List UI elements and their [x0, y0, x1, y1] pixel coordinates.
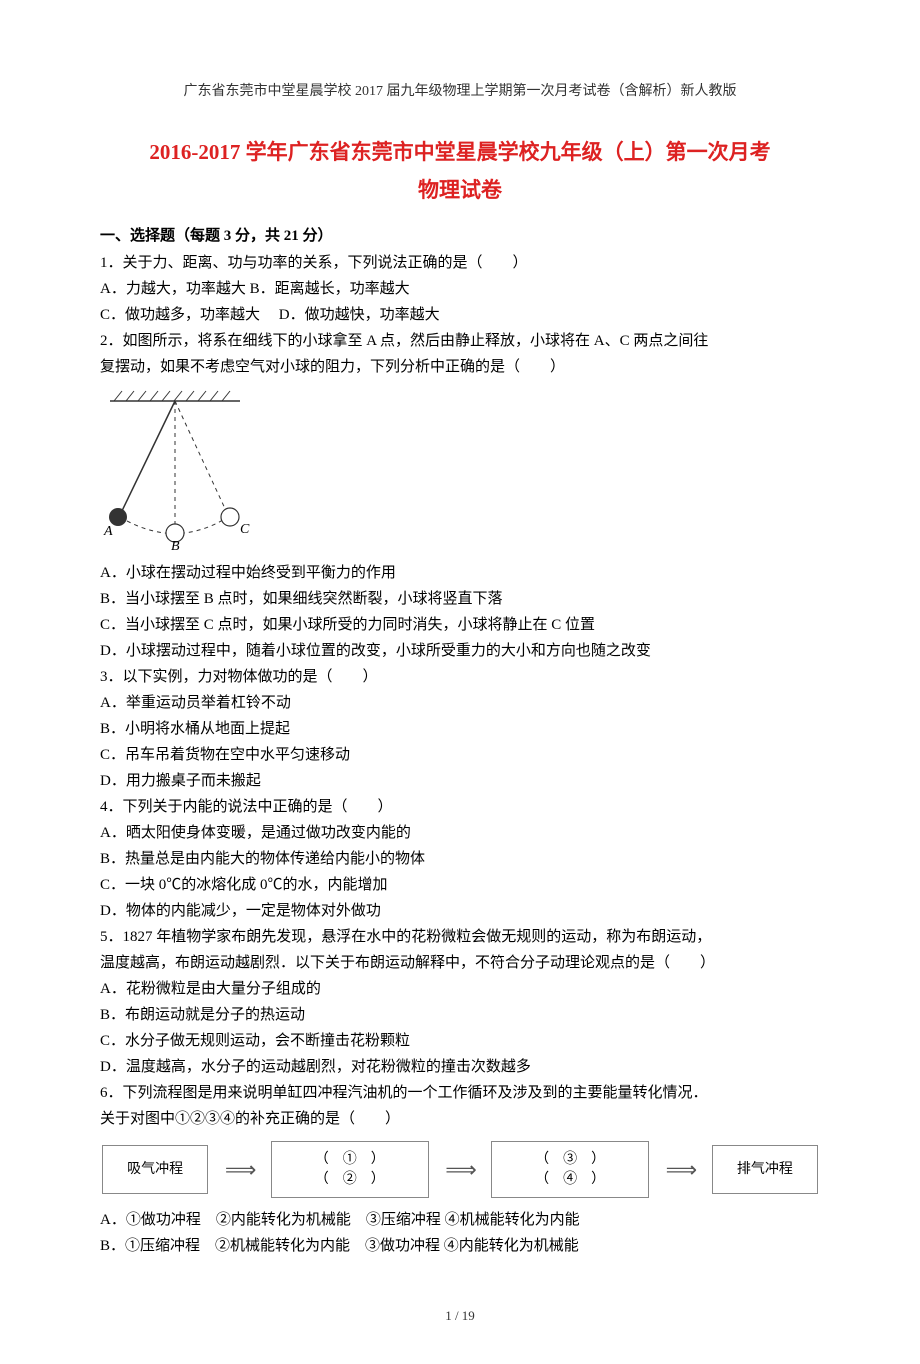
q5-c: C．水分子做无规则运动，会不断撞击花粉颗粒: [100, 1029, 820, 1053]
q5-a: A．花粉微粒是由大量分子组成的: [100, 977, 820, 1001]
q6-stem-2: 关于对图中①②③④的补充正确的是（ ）: [100, 1107, 820, 1131]
q4-a: A．晒太阳使身体变暖，是通过做功改变内能的: [100, 821, 820, 845]
q3-a: A．举重运动员举着杠铃不动: [100, 691, 820, 715]
q5-d: D．温度越高，水分子的运动越剧烈，对花粉微粒的撞击次数越多: [100, 1055, 820, 1079]
q6-stem-1: 6．下列流程图是用来说明单缸四冲程汽油机的一个工作循环及涉及到的主要能量转化情况…: [100, 1081, 820, 1105]
page-header: 广东省东莞市中堂星晨学校 2017 届九年级物理上学期第一次月考试卷（含解析）新…: [100, 80, 820, 100]
q5-b: B．布朗运动就是分子的热运动: [100, 1003, 820, 1027]
flow-box-3b: （ ④ ）: [496, 1170, 644, 1190]
q2-a: A．小球在摆动过程中始终受到平衡力的作用: [100, 561, 820, 585]
q5-stem-2: 温度越高，布朗运动越剧烈．以下关于布朗运动解释中，不符合分子动理论观点的是（ ）: [100, 951, 820, 975]
page-number: 1 / 19: [100, 1308, 820, 1324]
arrow-icon: ⟹: [445, 1157, 475, 1182]
flow-diagram: 吸气冲程 ⟹ （ ① ） （ ② ） ⟹ （ ③ ） （ ④ ） ⟹ 排气冲程: [100, 1139, 820, 1200]
label-c: C: [240, 522, 250, 537]
q2-d: D．小球摆动过程中，随着小球位置的改变，小球所受重力的大小和方向也随之改变: [100, 639, 820, 663]
flow-box-2: （ ① ） （ ② ）: [271, 1141, 429, 1198]
q4-d: D．物体的内能减少，一定是物体对外做功: [100, 899, 820, 923]
q3-b: B．小明将水桶从地面上提起: [100, 717, 820, 741]
q3-stem: 3．以下实例，力对物体做功的是（ ）: [100, 665, 820, 689]
flow-box-1: 吸气冲程: [102, 1145, 208, 1195]
q6-b: B．①压缩冲程 ②机械能转化为内能 ③做功冲程 ④内能转化为机械能: [100, 1234, 820, 1258]
main-title-line2: 物理试卷: [100, 174, 820, 204]
q2-b: B．当小球摆至 B 点时，如果细线突然断裂，小球将竖直下落: [100, 587, 820, 611]
arrow-icon: ⟹: [225, 1157, 255, 1182]
q2-c: C．当小球摆至 C 点时，如果小球所受的力同时消失，小球将静止在 C 位置: [100, 613, 820, 637]
q3-c: C．吊车吊着货物在空中水平匀速移动: [100, 743, 820, 767]
flow-box-2a: （ ① ）: [276, 1150, 424, 1170]
q3-d: D．用力搬桌子而未搬起: [100, 769, 820, 793]
q4-stem: 4．下列关于内能的说法中正确的是（ ）: [100, 795, 820, 819]
pendulum-figure: A B C: [100, 385, 820, 555]
q5-stem-1: 5．1827 年植物学家布朗先发现，悬浮在水中的花粉微粒会做无规则的运动，称为布…: [100, 925, 820, 949]
q6-a: A．①做功冲程 ②内能转化为机械能 ③压缩冲程 ④机械能转化为内能: [100, 1208, 820, 1232]
label-b: B: [171, 539, 180, 550]
q4-c: C．一块 0℃的冰熔化成 0℃的水，内能增加: [100, 873, 820, 897]
q2-stem-2: 复摆动，如果不考虑空气对小球的阻力，下列分析中正确的是（ ）: [100, 355, 820, 379]
q1-stem: 1．关于力、距离、功与功率的关系，下列说法正确的是（ ）: [100, 251, 820, 275]
q4-b: B．热量总是由内能大的物体传递给内能小的物体: [100, 847, 820, 871]
flow-table: 吸气冲程 ⟹ （ ① ） （ ② ） ⟹ （ ③ ） （ ④ ） ⟹ 排气冲程: [100, 1139, 820, 1200]
flow-box-4: 排气冲程: [712, 1145, 818, 1195]
q1-options-ab: A．力越大，功率越大 B．距离越长，功率越大: [100, 277, 820, 301]
q2-stem-1: 2．如图所示，将系在细线下的小球拿至 A 点，然后由静止释放，小球将在 A、C …: [100, 329, 820, 353]
main-title-line1: 2016-2017 学年广东省东莞市中堂星晨学校九年级（上）第一次月考: [100, 136, 820, 166]
q1-options-cd: C．做功越多，功率越大 D．做功越快，功率越大: [100, 303, 820, 327]
document-page: 广东省东莞市中堂星晨学校 2017 届九年级物理上学期第一次月考试卷（含解析）新…: [0, 0, 920, 1364]
pendulum-svg: A B C: [100, 385, 250, 550]
section-heading: 一、选择题（每题 3 分，共 21 分）: [100, 224, 820, 245]
flow-box-2b: （ ② ）: [276, 1170, 424, 1190]
flow-box-3a: （ ③ ）: [496, 1150, 644, 1170]
flow-box-3: （ ③ ） （ ④ ）: [491, 1141, 649, 1198]
arrow-icon: ⟹: [666, 1157, 696, 1182]
label-a: A: [103, 524, 113, 539]
